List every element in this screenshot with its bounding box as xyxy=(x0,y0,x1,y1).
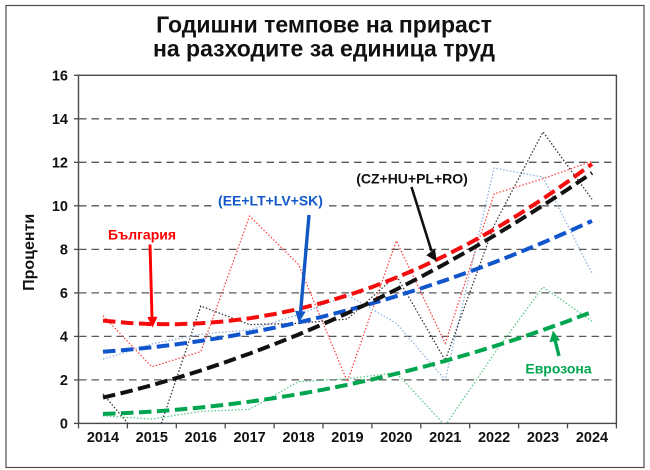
svg-text:2019: 2019 xyxy=(331,430,363,446)
svg-text:12: 12 xyxy=(52,156,68,172)
svg-text:16: 16 xyxy=(52,69,68,85)
svg-text:2023: 2023 xyxy=(527,430,559,446)
svg-text:Проценти: Проценти xyxy=(21,214,38,291)
svg-text:2: 2 xyxy=(60,373,68,389)
svg-text:2014: 2014 xyxy=(87,430,119,446)
svg-text:2022: 2022 xyxy=(478,430,510,446)
svg-text:2018: 2018 xyxy=(282,430,314,446)
svg-text:Еврозона: Еврозона xyxy=(525,361,591,377)
svg-text:14: 14 xyxy=(52,112,68,128)
svg-text:2017: 2017 xyxy=(233,430,265,446)
svg-text:6: 6 xyxy=(60,286,68,302)
svg-text:Годишни темпове на прираст: Годишни темпове на прираст xyxy=(156,12,492,38)
svg-text:8: 8 xyxy=(60,243,68,259)
svg-text:2020: 2020 xyxy=(380,430,412,446)
svg-text:(CZ+HU+PL+RO): (CZ+HU+PL+RO) xyxy=(356,171,468,187)
svg-text:2016: 2016 xyxy=(185,430,217,446)
svg-text:на разходите за единица труд: на разходите за единица труд xyxy=(153,36,495,62)
svg-text:2015: 2015 xyxy=(136,430,168,446)
svg-text:2021: 2021 xyxy=(429,430,461,446)
svg-text:България: България xyxy=(108,227,176,243)
svg-text:0: 0 xyxy=(60,417,68,433)
svg-text:10: 10 xyxy=(52,199,68,215)
svg-text:4: 4 xyxy=(60,330,68,346)
svg-text:2024: 2024 xyxy=(576,430,608,446)
svg-text:(EE+LT+LV+SK): (EE+LT+LV+SK) xyxy=(218,193,323,209)
